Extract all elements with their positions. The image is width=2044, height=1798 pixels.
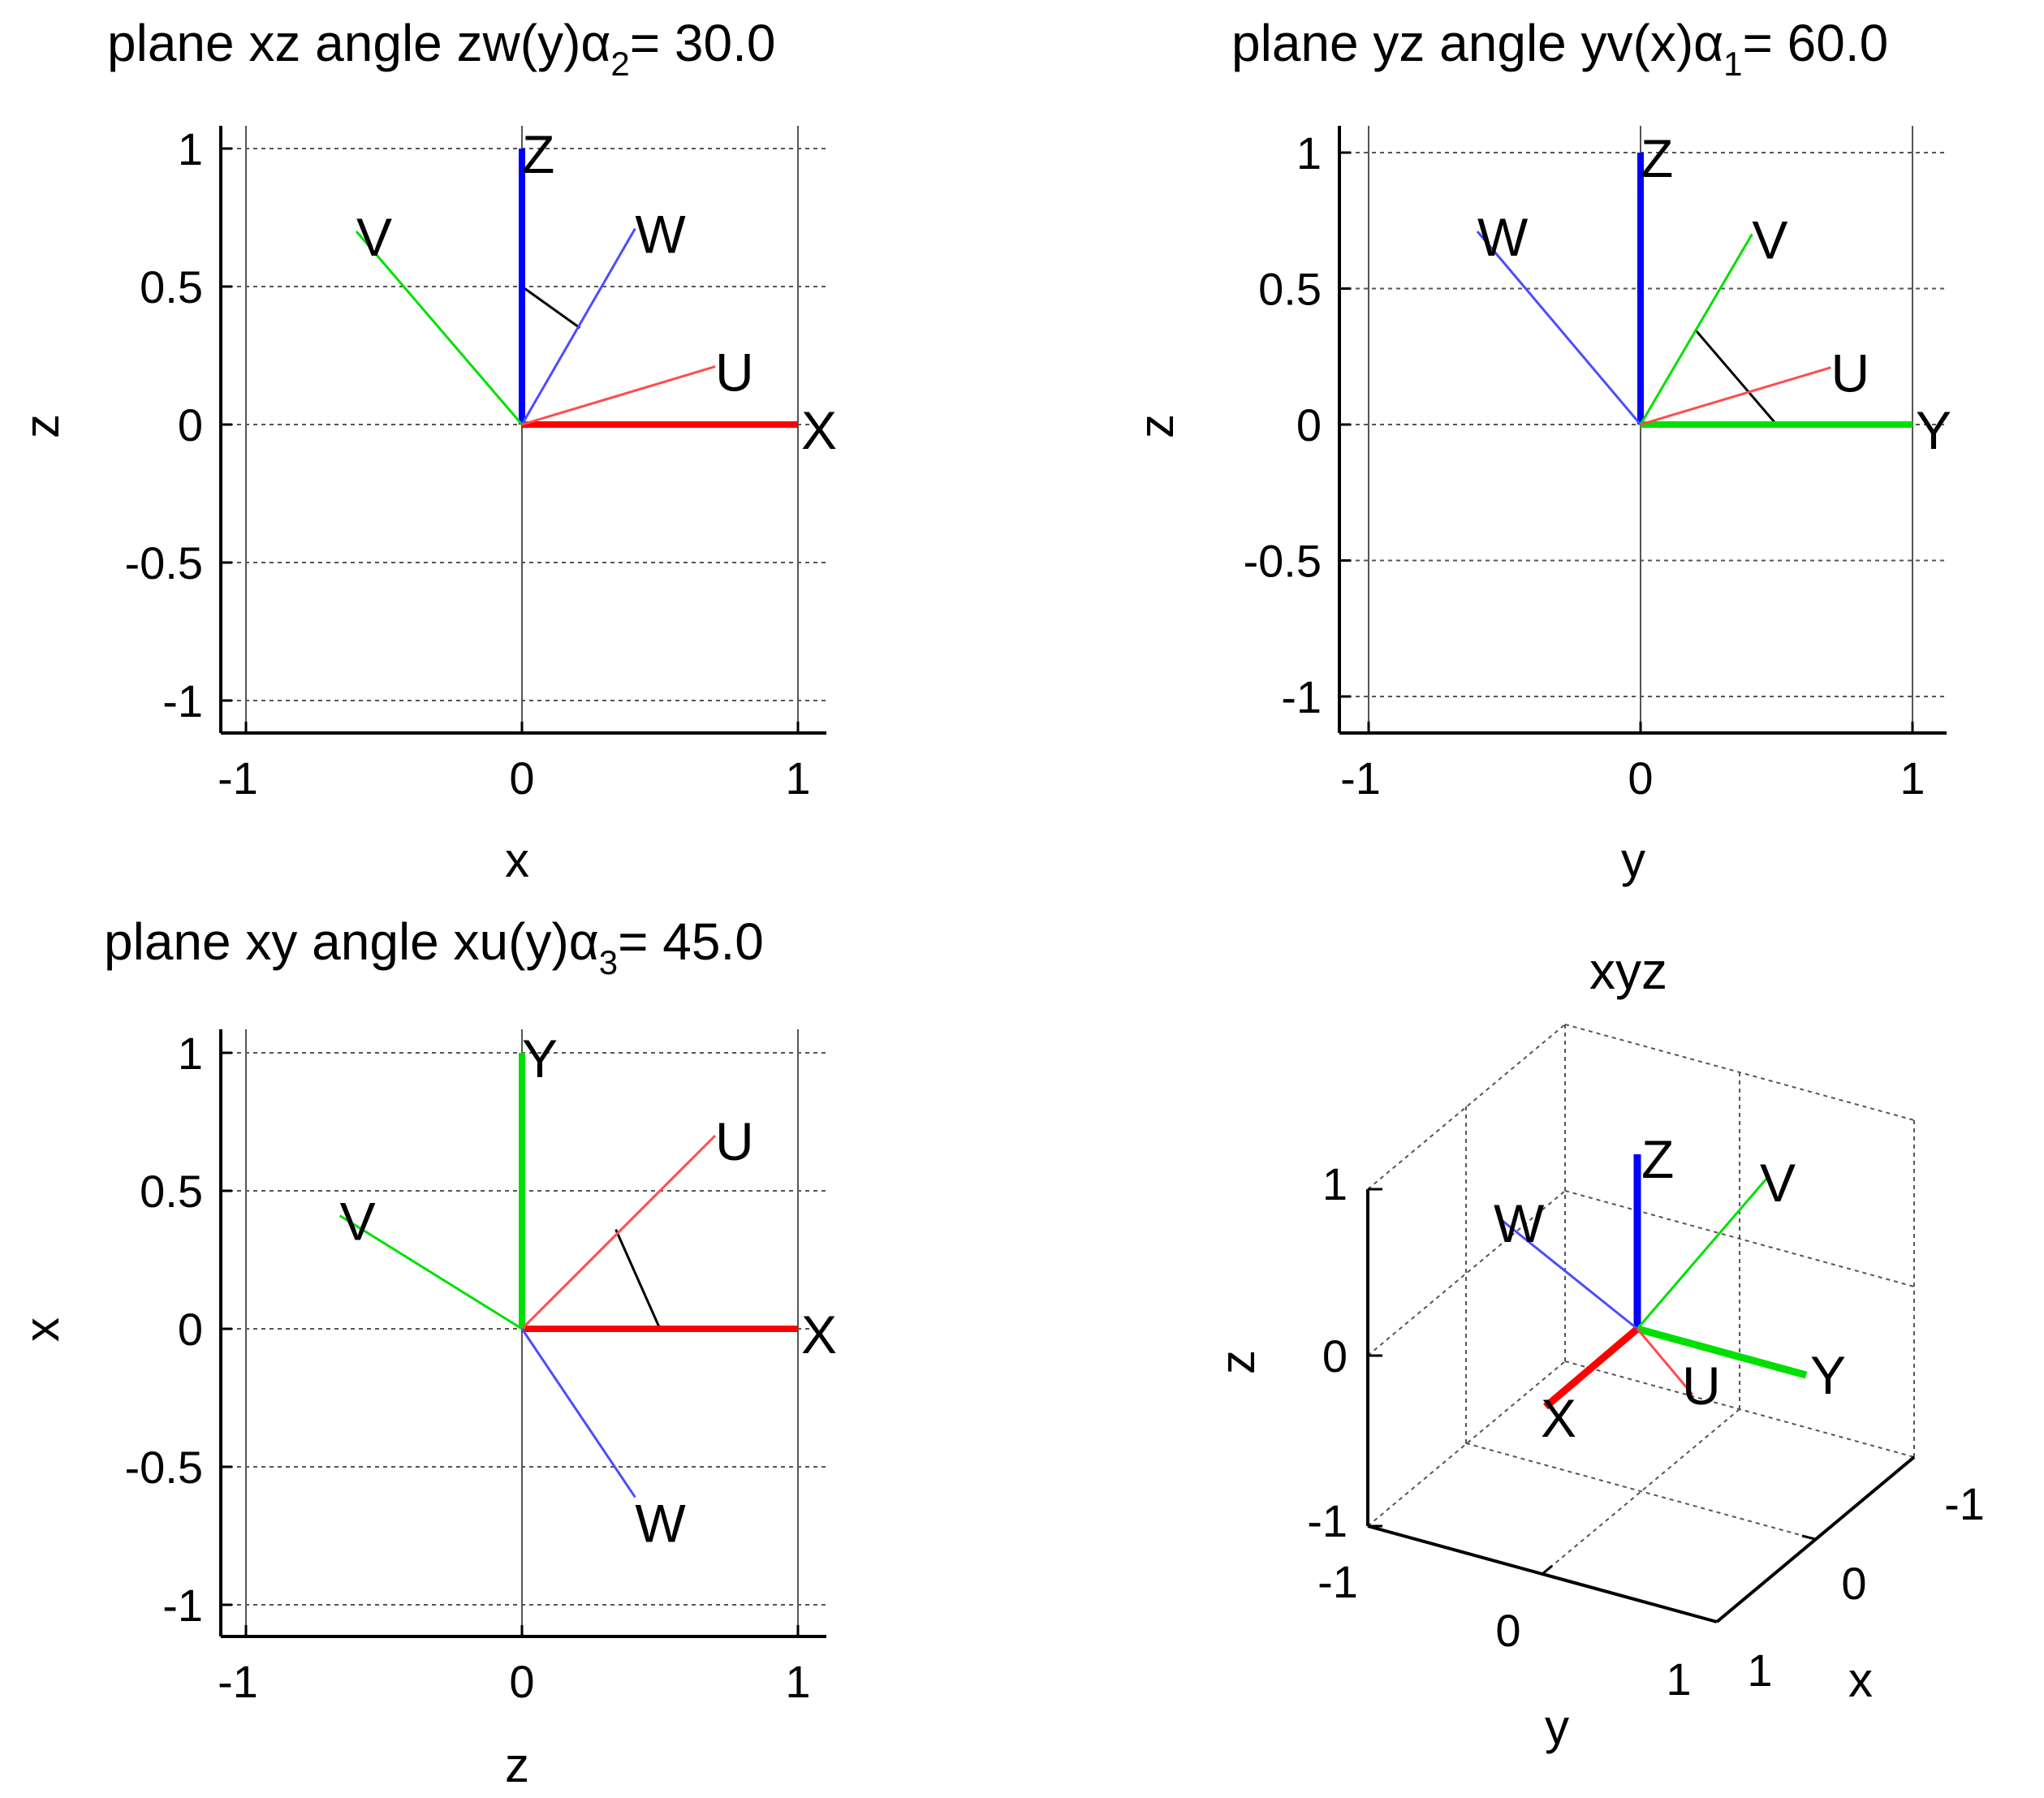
y-tick-label: 0.5 [140, 1166, 203, 1217]
y-tick-label: -0.5 [125, 537, 204, 589]
vector-label: Z [1641, 128, 1673, 188]
vector-u [521, 365, 716, 426]
vector-label: V [356, 207, 392, 267]
vector-label: W [635, 1493, 686, 1553]
y-tick-label: -1 [1281, 671, 1322, 722]
y-tick-label: -1 [162, 675, 203, 727]
y-tick-label: 1 [1296, 127, 1322, 179]
xyz-vector-label: Z [1641, 1129, 1674, 1189]
xyz-x-tick-label: 0 [1841, 1558, 1866, 1609]
xyz-z-tick-label: 1 [1322, 1158, 1348, 1209]
xyz-y-tick-label: 0 [1495, 1605, 1520, 1656]
xyz-tick [1542, 1564, 1553, 1576]
vector-label: Y [522, 1028, 558, 1089]
panel-xy: plane xy angle xu(y)α3= 45.0 -1 -0.5 0 0.5 1… [15, 912, 837, 1792]
xyz-vector-label: Y [1810, 1345, 1846, 1405]
y-tick-label: -0.5 [125, 1442, 204, 1493]
xyz-xlabel: x [1848, 1653, 1873, 1707]
vector-v [1639, 233, 1753, 425]
y-tick-label: 0 [178, 399, 203, 451]
xyz-z-tick-label: -1 [1307, 1495, 1348, 1546]
vector-label: X [801, 1304, 837, 1365]
vector-v [339, 1214, 523, 1330]
panel-xyz: x y z [1210, 942, 1985, 1754]
xyz-z-tick-label: 0 [1322, 1330, 1348, 1382]
vector-label: U [1831, 343, 1870, 403]
panel-yz: plane yz angle yv(x)α1= 60.0 -1 -0.5 0 0.5 1… [1129, 14, 1951, 887]
vector-u [1640, 366, 1831, 426]
vector-w [520, 1328, 636, 1498]
x-tick-label: 1 [785, 752, 810, 804]
vector-v [355, 231, 524, 425]
xyz-zlabel: z [1210, 1350, 1265, 1374]
x-tick-label: 0 [509, 752, 534, 804]
y-tick-label: 0.5 [140, 261, 203, 313]
vector-w [1476, 231, 1642, 425]
x-tick-label: 1 [1900, 752, 1925, 804]
panel-yz-title: plane yz angle yv(x)α1= 60.0 [1231, 14, 1888, 83]
xyz-vector-label: U [1682, 1356, 1721, 1416]
xyz-vector-y [1636, 1325, 1808, 1379]
vector-label: U [715, 343, 754, 403]
xyz-vector-x [1543, 1326, 1640, 1410]
vector-label: W [1477, 207, 1529, 267]
xyz-x-tick-label: -1 [1944, 1478, 1985, 1529]
angle-marker [614, 1228, 662, 1330]
y-tick-label: 0 [1296, 399, 1322, 451]
vector-label: Z [522, 124, 554, 184]
vector-label: U [715, 1111, 754, 1171]
xyz-grid-line [1367, 1360, 1566, 1527]
vector-label: W [635, 205, 686, 265]
x-tick-label: -1 [218, 1656, 258, 1707]
panel-xz-xlabel: x [505, 833, 529, 887]
xyz-box [1366, 1024, 1916, 1623]
vector-label: V [340, 1192, 376, 1252]
xyz-tick [1801, 1534, 1816, 1541]
angle-marker [1693, 328, 1778, 425]
panel-yz-ylabel: z [1129, 414, 1184, 438]
y-tick-label: -1 [162, 1580, 203, 1631]
x-tick-label: -1 [1340, 752, 1381, 804]
y-tick-label: 1 [178, 1028, 203, 1079]
vector-label: Y [1916, 400, 1951, 460]
xyz-grid-line [1367, 1190, 1566, 1356]
xyz-vector-u [1636, 1328, 1694, 1395]
y-tick-label: 0 [178, 1304, 203, 1355]
xyz-vector-label: W [1494, 1193, 1545, 1253]
xyz-grid-line [1367, 1024, 1566, 1190]
angle-marker [521, 285, 581, 330]
panel-xy-ylabel: x [15, 1317, 69, 1342]
xyz-grid-line [1465, 1442, 1816, 1540]
xyz-x-tick-label: 1 [1747, 1645, 1772, 1696]
y-tick-label: 1 [178, 123, 203, 175]
xyz-vector-w [1498, 1216, 1638, 1330]
panel-yz-xlabel: y [1621, 833, 1645, 887]
xyz-vector-v [1636, 1177, 1769, 1330]
xyz-y-tick-label: -1 [1317, 1556, 1358, 1607]
vector-label: X [801, 400, 837, 460]
panel-xz-title: plane xz angle zw(y)α2= 30.0 [107, 14, 775, 83]
xyz-ylabel: y [1545, 1700, 1569, 1754]
xyz-x-axis-line [1715, 1455, 1916, 1623]
vector-label: V [1752, 210, 1787, 270]
xyz-grid-line [1542, 1408, 1740, 1575]
y-tick-label: 0.5 [1258, 264, 1322, 315]
panel-xz-ylabel: z [15, 414, 69, 438]
x-tick-label: -1 [218, 752, 258, 804]
panel-xyz-title: xyz [1589, 942, 1667, 1000]
panel-xy-title: plane xy angle xu(y)α3= 45.0 [104, 912, 764, 981]
xyz-y-tick-label: 1 [1666, 1654, 1691, 1705]
xyz-vector-label: V [1760, 1153, 1796, 1213]
x-tick-label: 1 [785, 1656, 810, 1707]
x-tick-label: 0 [1628, 752, 1653, 804]
panel-xy-xlabel: z [505, 1738, 529, 1792]
xyz-vector-label: X [1541, 1388, 1576, 1448]
vector-w [520, 227, 636, 425]
y-tick-label: -0.5 [1244, 536, 1322, 587]
x-tick-label: 0 [509, 1656, 534, 1707]
panel-xz: plane xz angle zw(y)α2= 30.0 -1 -0.5 0 0.5 1… [15, 14, 837, 887]
vector-u [520, 1134, 717, 1330]
